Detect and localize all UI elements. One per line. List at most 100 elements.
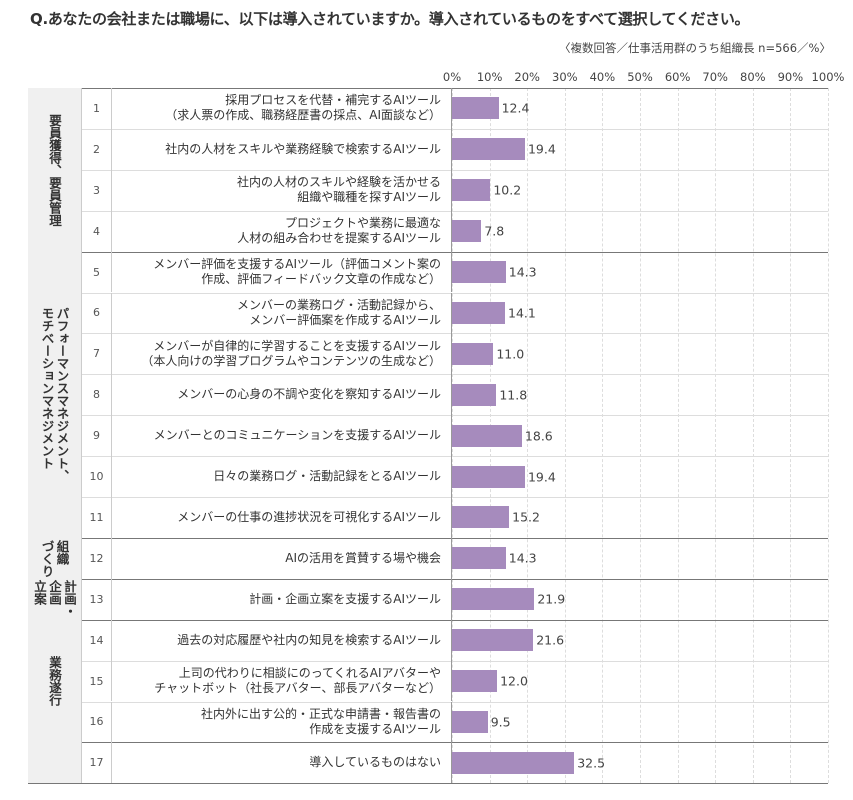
x-tick-label: 60% — [664, 70, 691, 84]
value-label: 21.6 — [536, 632, 565, 648]
value-label: 18.6 — [524, 428, 553, 444]
row-number: 6 — [82, 292, 112, 334]
row-line — [82, 701, 828, 703]
x-tick-label: 10% — [476, 70, 503, 84]
row-line — [82, 292, 828, 294]
row-number: 12 — [82, 537, 112, 579]
group-label: パフォーマンスマネジメント、 モチベーションマネジメント — [39, 307, 70, 483]
category-label: 社内の人材をスキルや業務経験で検索するAIツール — [112, 128, 452, 170]
row-line — [82, 128, 828, 130]
x-tick-label: 40% — [589, 70, 616, 84]
bar — [452, 261, 506, 284]
value-label: 14.3 — [508, 264, 537, 280]
bar — [452, 506, 510, 529]
value-label: 12.0 — [500, 673, 528, 689]
row-number: 9 — [82, 415, 112, 457]
category-label: メンバーとのコミュニケーションを支援するAIツール — [112, 415, 452, 457]
group-label: 計画・ 企画 立案 — [32, 580, 77, 618]
category-label: メンバーの業務ログ・活動記録から、 メンバー評価案を作成するAIツール — [112, 292, 452, 334]
x-tick-label: 70% — [702, 70, 728, 84]
grid-line — [752, 88, 754, 784]
bar — [452, 547, 506, 570]
grid-line — [828, 88, 829, 784]
category-label: メンバーの仕事の進捗状況を可視化するAIツール — [112, 497, 452, 538]
x-tick-label: 90% — [777, 70, 804, 84]
row-number: 13 — [82, 578, 112, 620]
group-cell: 要員獲得、要員管理 — [28, 88, 82, 252]
x-tick-label: 100% — [811, 70, 845, 84]
value-label: 15.2 — [512, 509, 540, 525]
table-border — [28, 88, 828, 89]
row-number: 11 — [82, 497, 112, 538]
row-number: 10 — [82, 456, 112, 497]
chart-subtitle: 〈複数回答／仕事活用群のうち組織長 n=566／%〉 — [559, 41, 831, 55]
category-label: 上司の代わりに相談にのってくれるAIアバターや チャットボット（社長アバター、部… — [112, 660, 452, 702]
x-tick-label: 50% — [627, 70, 653, 84]
row-number: 16 — [82, 701, 112, 743]
row-number: 1 — [82, 88, 112, 129]
row-number: 15 — [82, 660, 112, 702]
category-label: 導入しているものはない — [112, 742, 452, 784]
value-label: 12.4 — [501, 100, 530, 116]
row-line — [82, 456, 828, 458]
row-line — [82, 497, 828, 498]
category-label: AIの活用を賞賛する場や機会 — [112, 537, 452, 579]
grid-line — [602, 88, 604, 784]
bar — [452, 342, 494, 365]
grid-line — [677, 88, 679, 784]
x-tick-label: 80% — [740, 70, 766, 84]
category-label: 計画・企画立案を支援するAIツール — [112, 578, 452, 620]
value-label: 9.5 — [490, 714, 511, 730]
group-cell: 計画・ 企画 立案 — [28, 578, 82, 620]
value-label: 21.9 — [537, 591, 566, 607]
category-label: 社内の人材のスキルや経験を活かせる 組織や職種を探すAIツール — [112, 169, 452, 211]
row-number: 5 — [82, 251, 112, 293]
category-label: 採用プロセスを代替・補完するAIツール （求人票の作成、職務経歴書の採点、AI面… — [112, 88, 452, 129]
bar — [452, 670, 498, 693]
value-label: 14.3 — [508, 550, 537, 566]
bar — [452, 97, 499, 120]
group-line — [28, 578, 828, 580]
x-tick-label: 30% — [552, 70, 578, 84]
row-line — [82, 333, 828, 335]
row-number: 3 — [82, 169, 112, 211]
bar — [452, 383, 497, 406]
value-label: 14.1 — [508, 305, 536, 321]
value-label: 7.8 — [484, 223, 505, 239]
row-number: 8 — [82, 374, 112, 416]
row-line — [82, 415, 828, 417]
bar — [452, 710, 488, 733]
chart-title: Q.あなたの会社または職場に、以下は導入されていますか。導入されているものをすべ… — [30, 10, 750, 28]
row-line — [82, 210, 828, 212]
group-cell: 業務遂行 — [28, 619, 82, 743]
group-line — [28, 783, 828, 785]
bar — [452, 301, 506, 324]
group-cell: パフォーマンスマネジメント、 モチベーションマネジメント — [28, 251, 82, 538]
row-number: 14 — [82, 619, 112, 661]
row-number: 4 — [82, 210, 112, 252]
x-tick-label: 20% — [514, 70, 540, 84]
category-label: メンバー評価を支援するAIツール（評価コメント案の 作成、評価フィードバック文章… — [112, 251, 452, 293]
row-number: 2 — [82, 128, 112, 170]
bar — [452, 424, 522, 447]
group-line — [28, 742, 828, 744]
bar — [452, 751, 575, 774]
grid-line — [527, 88, 529, 784]
category-label: メンバーが自律的に学習することを支援するAIツール （本人向けの学習プログラムや… — [112, 333, 452, 375]
value-label: 10.2 — [493, 182, 522, 198]
value-label: 19.4 — [527, 469, 556, 485]
bar — [452, 138, 525, 161]
row-line — [82, 169, 828, 171]
group-label: 組織 づくり — [39, 539, 70, 578]
row-line — [82, 660, 828, 662]
bar — [452, 465, 525, 488]
category-label: 過去の対応履歴や社内の知見を検索するAIツール — [112, 619, 452, 661]
grid-line — [564, 88, 566, 784]
group-line — [28, 537, 828, 539]
x-tick-label: 0% — [442, 70, 462, 84]
grid-line — [790, 88, 792, 784]
grid-line — [640, 88, 641, 784]
group-line — [28, 619, 828, 621]
value-label: 11.0 — [496, 346, 525, 362]
